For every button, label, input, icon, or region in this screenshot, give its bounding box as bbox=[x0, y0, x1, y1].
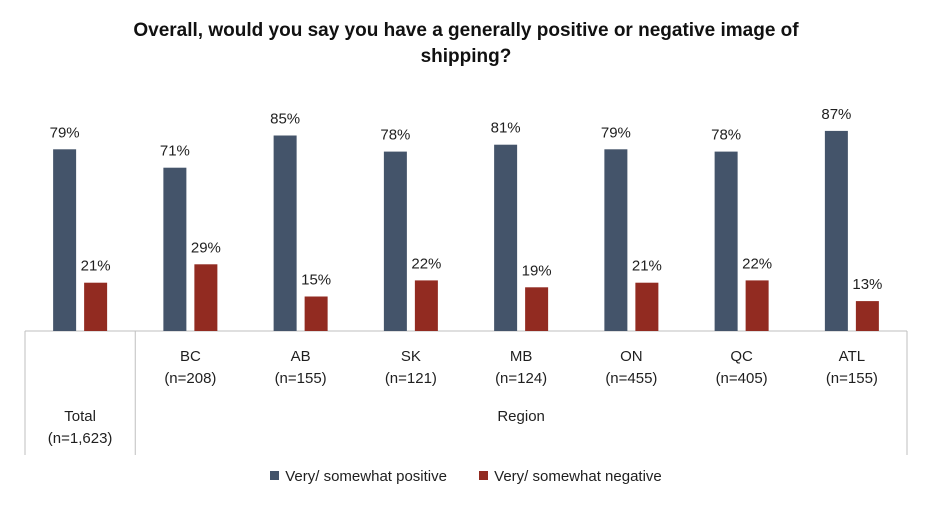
legend-swatch-positive bbox=[270, 471, 280, 480]
legend: Very/ somewhat positive Very/ somewhat n… bbox=[0, 468, 932, 485]
bar-positive-atl bbox=[824, 130, 848, 331]
data-label-negative-mb: 19% bbox=[522, 262, 552, 279]
group-label-region: Region bbox=[497, 408, 545, 425]
data-label-negative-bc: 29% bbox=[191, 239, 221, 256]
data-label-positive-bc: 71% bbox=[160, 143, 190, 160]
bar-negative-bc bbox=[194, 264, 218, 331]
tick-label-bc: BC bbox=[180, 348, 201, 365]
data-label-negative-on: 21% bbox=[632, 258, 662, 275]
data-label-positive-mb: 81% bbox=[491, 120, 521, 137]
data-label-positive-atl: 87% bbox=[821, 106, 851, 123]
labels-group: 79% 21% Total (n=1,623) 71% 29% BC (n=208) 85% 15… bbox=[48, 106, 883, 447]
tick-n-mb: (n=124) bbox=[495, 370, 547, 387]
tick-label-on: ON bbox=[620, 348, 643, 365]
data-label-negative-qc: 22% bbox=[742, 255, 772, 272]
data-label-positive-total: 79% bbox=[50, 124, 80, 141]
tick-label-ab: AB bbox=[291, 348, 311, 365]
legend-item-positive: Very/ somewhat positive bbox=[270, 468, 447, 485]
tick-label-sk: SK bbox=[401, 348, 421, 365]
data-label-positive-sk: 78% bbox=[380, 127, 410, 144]
legend-item-negative: Very/ somewhat negative bbox=[479, 468, 662, 485]
tick-n-bc: (n=208) bbox=[164, 370, 216, 387]
legend-label-negative: Very/ somewhat negative bbox=[494, 468, 662, 485]
legend-swatch-negative bbox=[479, 471, 489, 480]
bar-negative-sk bbox=[414, 280, 438, 331]
tick-n-sk: (n=121) bbox=[385, 370, 437, 387]
bars-group bbox=[53, 130, 879, 331]
bar-negative-qc bbox=[745, 280, 769, 331]
bar-positive-ab bbox=[273, 135, 297, 331]
bar-negative-mb bbox=[525, 287, 549, 331]
bar-positive-on bbox=[604, 149, 628, 331]
bar-negative-atl bbox=[855, 301, 879, 331]
tick-label-total: Total bbox=[64, 408, 96, 425]
bar-negative-ab bbox=[304, 296, 328, 331]
tick-label-qc: QC bbox=[730, 348, 753, 365]
legend-label-positive: Very/ somewhat positive bbox=[285, 468, 447, 485]
bar-positive-total bbox=[53, 149, 77, 331]
chart-title-line-2: shipping? bbox=[420, 46, 512, 67]
tick-n-on: (n=455) bbox=[605, 370, 657, 387]
chart-title-line-1: Overall, would you say you have a genera… bbox=[133, 20, 799, 41]
tick-n-total: (n=1,623) bbox=[48, 430, 113, 447]
data-label-negative-sk: 22% bbox=[411, 255, 441, 272]
bar-positive-qc bbox=[714, 151, 738, 331]
category-table-grid bbox=[24, 330, 908, 455]
data-label-negative-ab: 15% bbox=[301, 272, 331, 289]
tick-n-qc: (n=405) bbox=[716, 370, 768, 387]
data-label-negative-atl: 13% bbox=[852, 276, 882, 293]
data-label-positive-qc: 78% bbox=[711, 127, 741, 144]
bar-negative-on bbox=[635, 282, 659, 331]
data-label-positive-on: 79% bbox=[601, 124, 631, 141]
tick-label-mb: MB bbox=[510, 348, 533, 365]
data-label-positive-ab: 85% bbox=[270, 111, 300, 128]
bar-negative-total bbox=[84, 282, 108, 331]
data-label-negative-total: 21% bbox=[81, 258, 111, 275]
bar-positive-mb bbox=[494, 144, 518, 331]
tick-label-atl: ATL bbox=[839, 348, 865, 365]
chart-title: Overall, would you say you have a genera… bbox=[0, 18, 932, 70]
tick-n-ab: (n=155) bbox=[275, 370, 327, 387]
tick-n-atl: (n=155) bbox=[826, 370, 878, 387]
bar-positive-sk bbox=[383, 151, 407, 331]
bar-positive-bc bbox=[163, 167, 187, 331]
